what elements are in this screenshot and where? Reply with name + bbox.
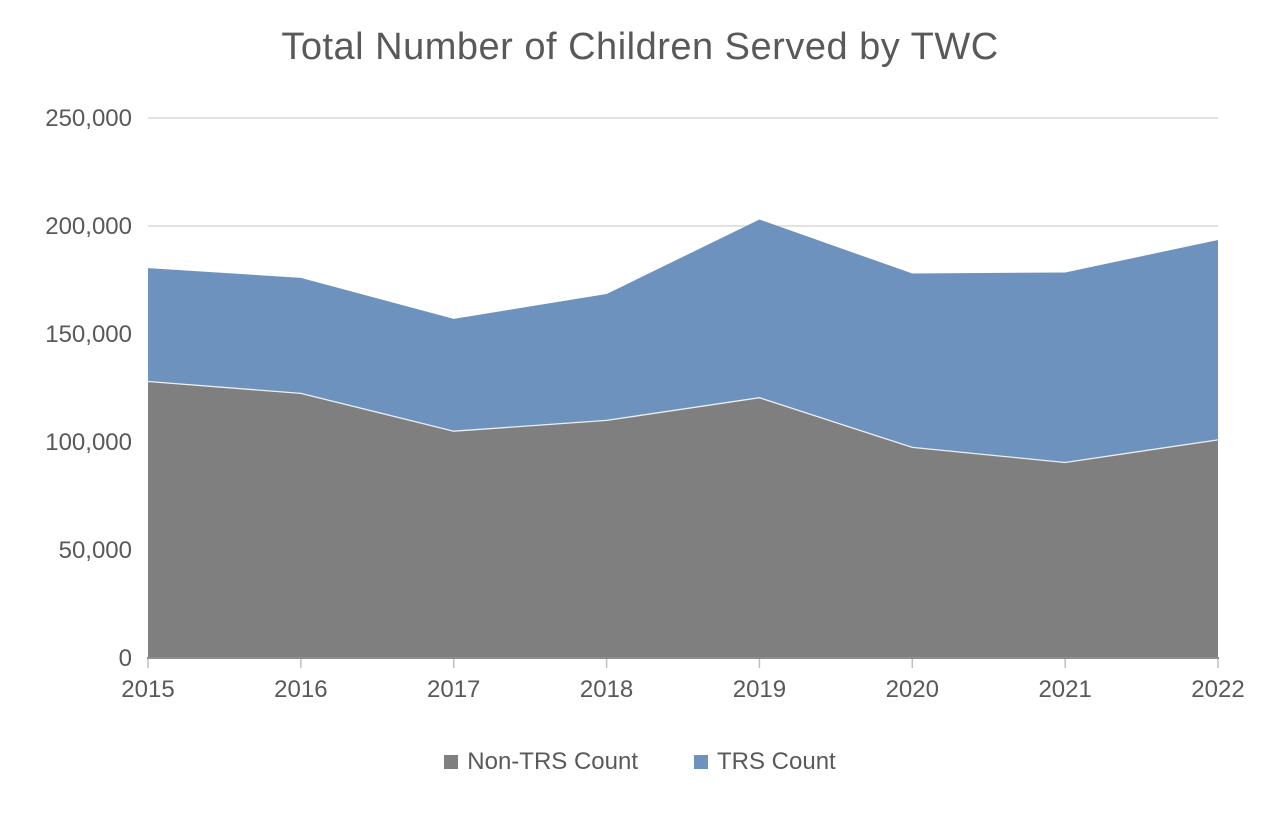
y-tick-label-50000: 50,000: [59, 537, 132, 564]
legend-swatch-trs-icon: [694, 755, 708, 769]
x-tick-label-2021: 2021: [1038, 676, 1091, 703]
chart-title: Total Number of Children Served by TWC: [281, 26, 999, 68]
area-series-non-trs-count: [148, 381, 1218, 658]
y-tick-label-0: 0: [119, 645, 132, 672]
x-tick-label-2015: 2015: [121, 676, 174, 703]
legend: Non-TRS Count TRS Count: [0, 742, 1280, 782]
series-separator-line: [147, 380, 1219, 464]
y-tick-label-150000: 150,000: [45, 321, 132, 348]
x-tick-label-2016: 2016: [274, 676, 327, 703]
y-tick-label-200000: 200,000: [45, 213, 132, 240]
legend-item-non-trs: Non-TRS Count: [444, 748, 638, 776]
legend-item-trs: TRS Count: [694, 748, 836, 776]
area-series-trs-count: [148, 219, 1218, 463]
y-tick-label-100000: 100,000: [45, 429, 132, 456]
x-tick-label-2022: 2022: [1191, 676, 1244, 703]
x-tick-label-2018: 2018: [580, 676, 633, 703]
x-tick-label-2020: 2020: [886, 676, 939, 703]
legend-label-trs: TRS Count: [717, 748, 836, 775]
y-tick-label-250000: 250,000: [45, 105, 132, 132]
legend-label-non-trs: Non-TRS Count: [467, 748, 638, 775]
x-tick-label-2019: 2019: [733, 676, 786, 703]
x-tick-label-2017: 2017: [427, 676, 480, 703]
legend-swatch-non-trs-icon: [444, 755, 459, 769]
